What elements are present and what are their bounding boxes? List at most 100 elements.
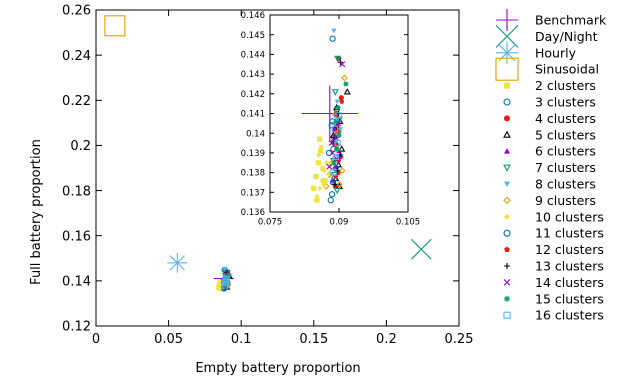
marker-shape (504, 295, 510, 302)
series-16-clusters (221, 275, 230, 289)
data-point (331, 28, 337, 34)
main-y-tick-label: 0.26 (62, 4, 91, 19)
legend-marker (503, 311, 511, 319)
inset-series-15-clusters (331, 81, 349, 166)
inset-y-tick-label: 0.14 (246, 129, 265, 139)
marker-shape (313, 173, 319, 180)
data-point (316, 152, 322, 158)
marker-shape (325, 149, 333, 157)
marker-shape (222, 277, 229, 284)
marker-shape (331, 134, 337, 140)
legend-item: Day/Night (495, 25, 598, 48)
data-point (334, 55, 342, 63)
marker-shape (328, 122, 335, 129)
marker-shape (320, 166, 326, 172)
marker-shape (334, 55, 342, 63)
marker-shape (327, 197, 334, 204)
marker-shape (341, 74, 348, 82)
inset-x-tick-label: 0.075 (258, 218, 282, 228)
marker-shape (301, 85, 358, 142)
marker-shape (503, 98, 511, 106)
main-x-tick-label: 0.25 (445, 332, 474, 347)
main-y-tick-label: 0.24 (62, 49, 91, 64)
legend-label: 5 clusters (535, 127, 596, 142)
legend-item: 2 clusters (504, 78, 596, 93)
legend-label: Sinusoidal (535, 62, 599, 77)
inset-y-tick-label: 0.141 (241, 110, 265, 120)
main-x-tick-label: 0.2 (376, 332, 397, 347)
marker-shape (328, 140, 335, 147)
legend-label: 9 clusters (535, 193, 596, 208)
data-point (318, 144, 324, 150)
marker-shape (167, 252, 188, 273)
marker-shape (317, 185, 323, 191)
data-point (338, 145, 346, 152)
legend-item: 10 clusters (504, 209, 604, 224)
data-point (343, 88, 351, 95)
data-point (337, 127, 343, 132)
legend-marker (504, 181, 510, 187)
marker-shape (343, 88, 351, 95)
legend-item: 15 clusters (504, 291, 604, 306)
main-y-tick-label: 0.18 (62, 184, 91, 199)
inset-x-tick-label: 0.105 (396, 218, 420, 228)
marker-shape (337, 127, 343, 132)
data-point (339, 61, 346, 68)
legend-item: 7 clusters (503, 160, 596, 175)
data-point (336, 181, 343, 188)
marker-shape (338, 95, 344, 101)
legend-label: Benchmark (535, 13, 607, 28)
data-point (326, 163, 333, 170)
data-point (223, 278, 230, 286)
marker-shape (503, 279, 511, 286)
marker-shape (331, 160, 337, 166)
marker-shape (336, 132, 342, 138)
main-x-tick-label: 0 (92, 332, 100, 347)
marker-shape (331, 89, 339, 96)
data-point (334, 146, 340, 152)
data-point (335, 112, 342, 119)
legend-marker (504, 246, 510, 253)
legend-marker (504, 263, 510, 269)
data-point (104, 15, 126, 37)
main-frame (95, 9, 460, 327)
inset-y-tick-label: 0.145 (241, 31, 265, 41)
inset-y-tick-label: 0.138 (241, 169, 265, 179)
marker-shape (503, 229, 511, 237)
data-point (329, 35, 336, 42)
marker-shape (332, 153, 339, 160)
legend-label: 4 clusters (535, 111, 596, 126)
main-y-tick-label: 0.2 (70, 139, 91, 154)
legend-marker (495, 25, 519, 48)
marker-shape (495, 57, 519, 81)
data-point (321, 168, 327, 174)
legend-item: 6 clusters (504, 144, 596, 159)
marker-shape (343, 81, 349, 87)
data-point (339, 99, 345, 104)
data-point (317, 185, 323, 191)
legend-marker (504, 148, 510, 154)
y-axis-label: Full battery proportion (29, 139, 44, 285)
inset-y-tick-label: 0.137 (241, 188, 265, 198)
marker-shape (311, 185, 317, 191)
data-point (334, 168, 340, 174)
legend-marker (503, 279, 511, 286)
data-point (332, 181, 338, 188)
data-point (167, 252, 188, 273)
data-point (333, 187, 341, 195)
legend-label: 15 clusters (535, 291, 604, 306)
data-point (331, 126, 339, 133)
series-day-night (410, 238, 432, 260)
data-point (335, 104, 341, 111)
data-point (333, 118, 339, 124)
data-point (318, 148, 324, 154)
legend-label: Hourly (535, 45, 577, 60)
data-point (319, 177, 325, 184)
legend-item: 16 clusters (503, 308, 604, 323)
marker-shape (323, 160, 330, 166)
marker-shape (325, 171, 332, 178)
marker-shape (495, 25, 519, 48)
marker-shape (322, 177, 328, 184)
marker-shape (410, 238, 432, 260)
